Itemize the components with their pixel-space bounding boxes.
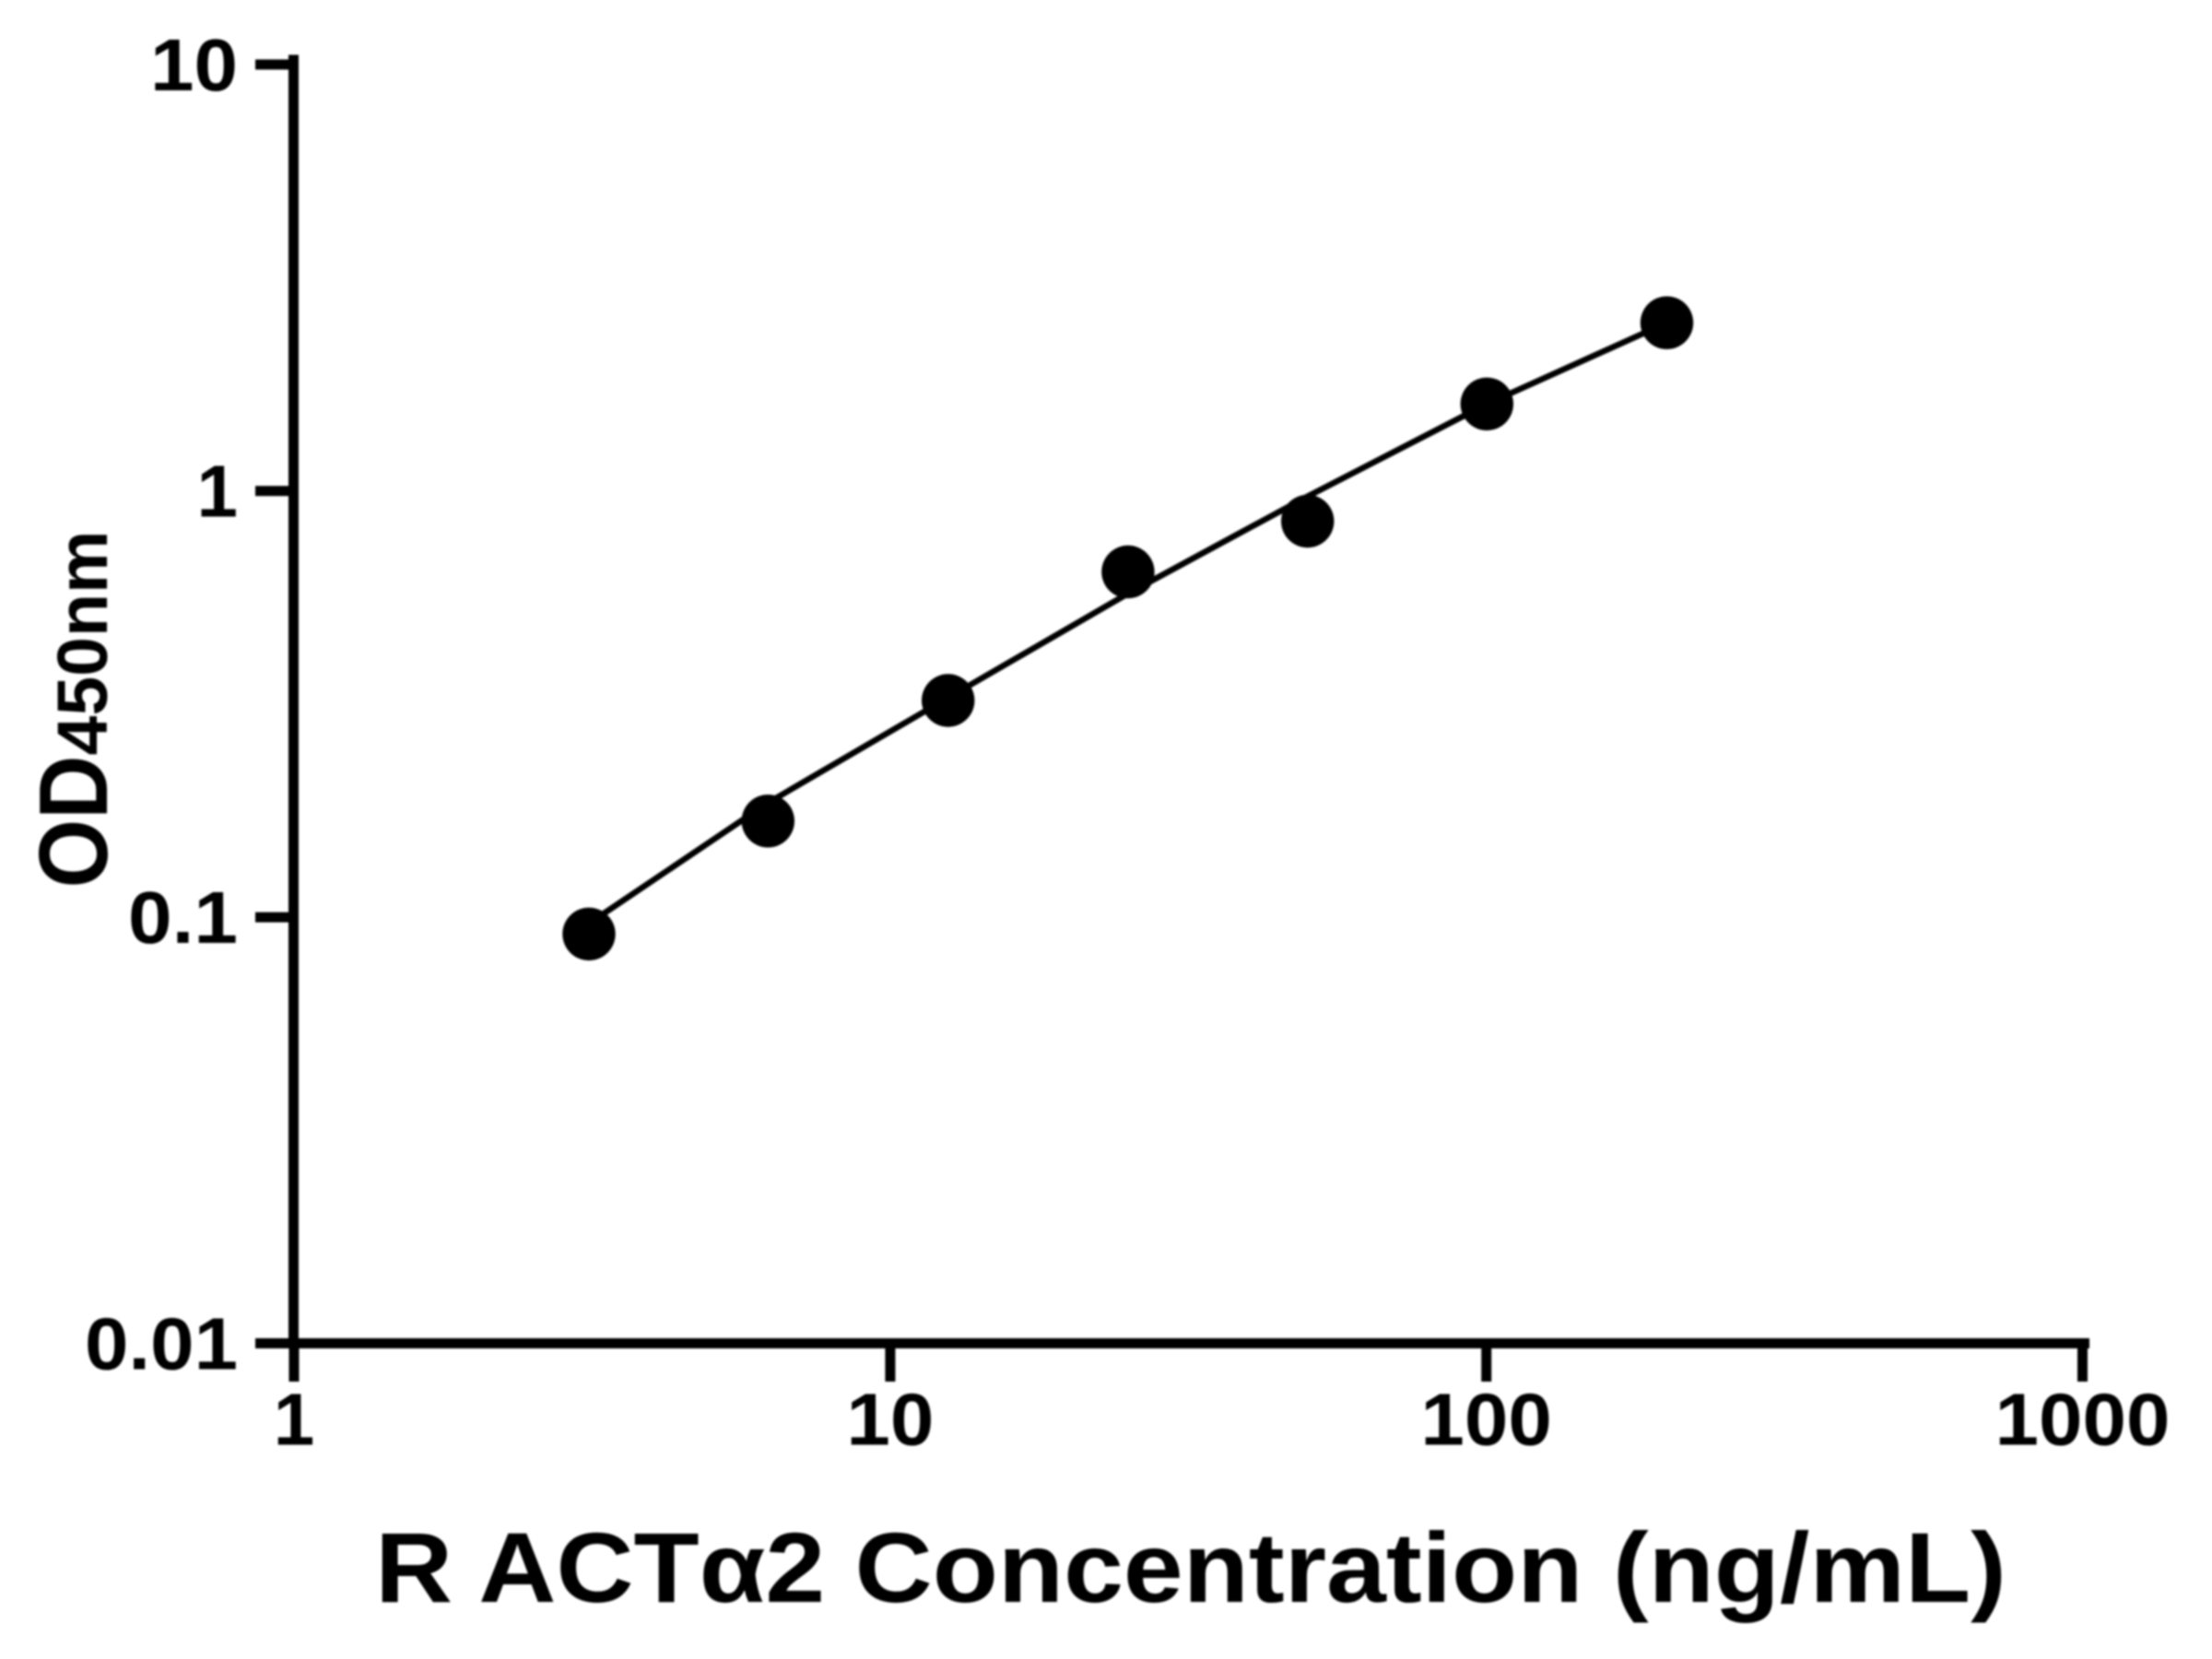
- svg-text:1: 1: [274, 1379, 315, 1461]
- svg-text:450nm: 450nm: [43, 531, 123, 756]
- svg-text:1: 1: [197, 451, 239, 533]
- svg-text:R ACTα2 Concentration (ng/mL): R ACTα2 Concentration (ng/mL): [375, 1512, 2006, 1623]
- svg-text:0.1: 0.1: [128, 877, 238, 959]
- svg-text:0.01: 0.01: [85, 1303, 238, 1385]
- svg-text:1000: 1000: [1995, 1379, 2171, 1461]
- svg-text:OD: OD: [19, 756, 128, 888]
- svg-text:10: 10: [150, 24, 238, 106]
- svg-text:100: 100: [1420, 1379, 1552, 1461]
- svg-text:10: 10: [846, 1379, 934, 1461]
